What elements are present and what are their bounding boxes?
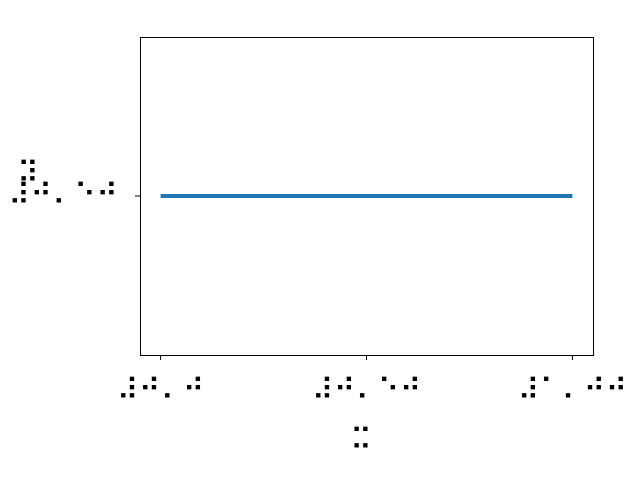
y-axis-label: ⠽ <box>17 156 39 191</box>
x-axis-label: ⠭ <box>350 423 372 458</box>
x-tick-label: ⠼⠚⠄⠑⠚ <box>312 373 422 408</box>
x-tick-label: ⠼⠚⠄⠚ <box>117 373 205 408</box>
y-tick-label: ⠼⠚⠄⠑⠚ <box>8 178 118 213</box>
x-axis: ⠼⠚⠄⠚ ⠼⠚⠄⠑⠚ ⠼⠁⠄⠚⠚ <box>117 355 627 408</box>
x-tick-label: ⠼⠁⠄⠚⠚ <box>517 373 627 408</box>
y-axis: ⠼⠚⠄⠑⠚ <box>8 178 140 213</box>
